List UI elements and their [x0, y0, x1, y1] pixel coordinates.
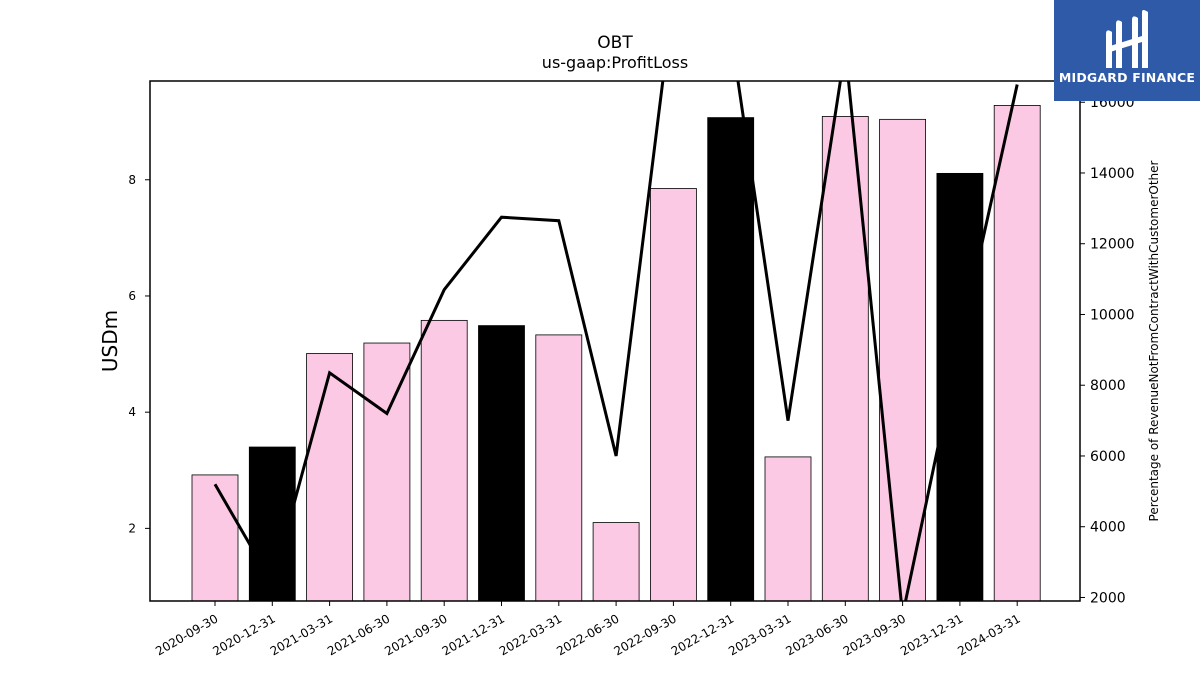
bar	[821, 116, 869, 602]
bar	[707, 117, 755, 602]
y-tick-label-right: 2000	[1090, 590, 1126, 606]
y-tick-label-left: 2	[128, 521, 136, 535]
y-axis-label-left: USDm	[98, 310, 122, 372]
chart-title: OBT	[597, 33, 633, 53]
x-tick-label: 2020-12-31	[210, 611, 277, 658]
x-tick-label: 2021-12-31	[440, 611, 507, 658]
logo-mark-icon	[1106, 10, 1148, 68]
bar-series	[191, 105, 1041, 602]
bar	[191, 474, 239, 602]
x-tick-label: 2021-03-31	[268, 611, 335, 658]
x-tick-label: 2023-03-31	[726, 611, 793, 658]
y-axis-label-right: Percentage of RevenueNotFromContractWith…	[1147, 160, 1161, 521]
y-tick-label-left: 6	[128, 289, 136, 303]
bar	[478, 325, 525, 602]
x-tick-label: 2021-06-30	[325, 611, 392, 658]
bar	[420, 319, 468, 602]
y-tick-label-right: 12000	[1090, 237, 1135, 253]
brand-logo: MIDGARD FINANCE	[1054, 0, 1200, 101]
bar	[592, 522, 640, 602]
y-tick-label-right: 14000	[1090, 166, 1135, 182]
y-tick-label-right: 4000	[1090, 520, 1126, 536]
y-tick-label-right: 10000	[1090, 307, 1135, 323]
x-tick-label: 2021-09-30	[382, 611, 449, 658]
y-tick-label-left: 8	[128, 173, 136, 187]
x-tick-label: 2023-12-31	[898, 611, 965, 658]
bar	[363, 342, 411, 602]
x-tick-label: 2022-06-30	[554, 611, 621, 658]
bar	[764, 456, 812, 602]
x-tick-label: 2024-03-31	[955, 611, 1022, 658]
bar	[535, 334, 583, 602]
x-tick-label: 2022-09-30	[611, 611, 678, 658]
x-tick-label: 2023-06-30	[783, 611, 850, 658]
x-tick-label: 2022-03-31	[497, 611, 564, 658]
x-axis: 2020-09-302020-12-312021-03-312021-06-30…	[153, 601, 1023, 658]
y-tick-label-right: 6000	[1090, 449, 1126, 465]
bar	[306, 353, 354, 602]
bar	[879, 118, 926, 602]
line-series	[213, 81, 1019, 601]
y-axis-left: 2 4 6 8	[128, 173, 150, 535]
y-tick-label-left: 4	[128, 405, 136, 419]
bar	[650, 188, 697, 602]
logo-text: MIDGARD FINANCE	[1058, 70, 1196, 85]
line-path	[213, 81, 1019, 601]
bar	[936, 172, 984, 602]
plot-frame	[149, 80, 1081, 602]
bar	[993, 105, 1041, 602]
x-tick-label: 2020-09-30	[153, 611, 220, 658]
x-tick-label: 2023-09-30	[841, 611, 908, 658]
chart-subtitle: us-gaap:ProfitLoss	[542, 53, 688, 72]
y-tick-label-right: 8000	[1090, 378, 1126, 394]
x-tick-label: 2022-12-31	[669, 611, 736, 658]
